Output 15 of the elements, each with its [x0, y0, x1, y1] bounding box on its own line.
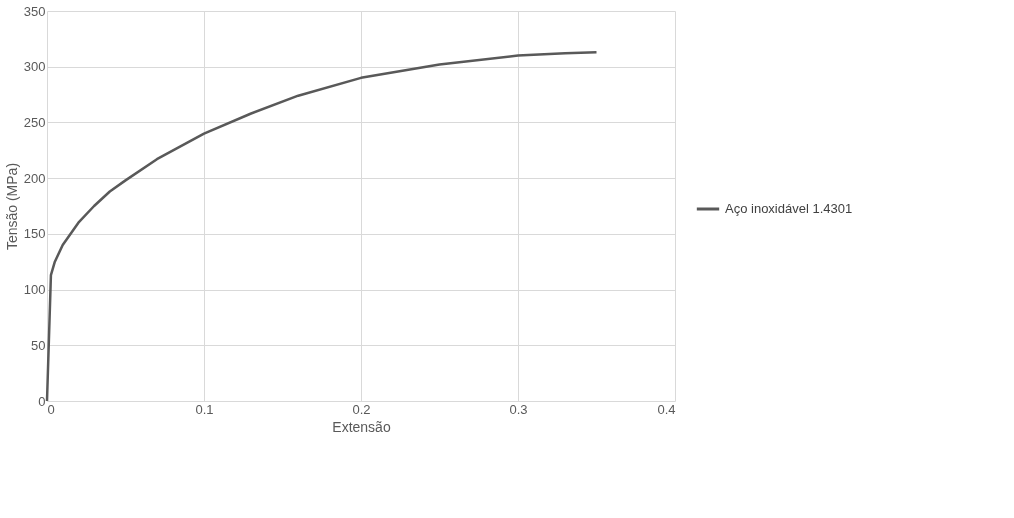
y-tick-label: 350: [23, 3, 46, 19]
y-tick-label: 300: [23, 59, 46, 75]
x-tick-label: 0.1: [195, 401, 214, 417]
y-tick-label: 150: [23, 226, 46, 242]
x-tick-label: 0.3: [509, 401, 528, 417]
x-tick-label: 0.2: [352, 401, 371, 417]
x-axis-title: Extensão: [332, 418, 391, 435]
y-tick-label: 100: [23, 282, 46, 298]
y-tick-label: 200: [23, 170, 46, 186]
y-tick-label: 250: [23, 114, 46, 130]
legend-label: Aço inoxidável 1.4301: [725, 201, 853, 216]
line-series: [45, 50, 598, 403]
y-axis-title: Tensão (MPa): [3, 162, 20, 251]
x-tick-label: 0.4: [657, 401, 676, 417]
y-tick-label: 50: [31, 337, 46, 353]
